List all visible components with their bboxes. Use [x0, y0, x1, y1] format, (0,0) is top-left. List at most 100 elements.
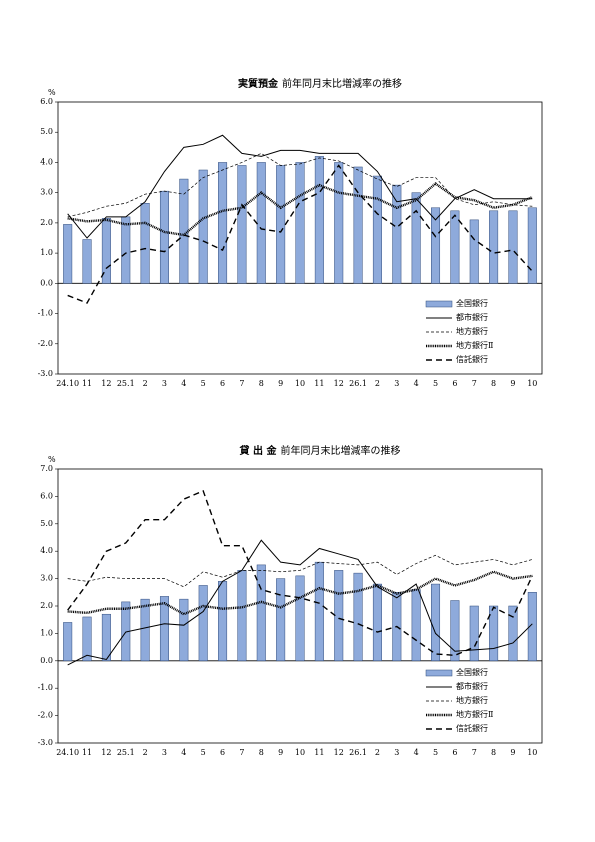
legend-label: 信託銀行 [456, 354, 488, 364]
x-tick-label: 25.1 [117, 379, 135, 388]
x-tick-label: 11 [82, 748, 92, 757]
bar [63, 224, 73, 284]
x-tick-label: 26.1 [349, 379, 367, 388]
bar [82, 239, 92, 284]
bar [431, 207, 441, 284]
legend-label: 全国銀行 [456, 298, 488, 308]
legend-label: 地方銀行Ⅱ [456, 340, 493, 350]
y-tick-label: 7.0 [40, 464, 53, 473]
line [67, 539, 533, 666]
line [67, 134, 533, 239]
legend-swatch [425, 300, 453, 308]
bar [198, 169, 208, 284]
title-main: 貸 出 金 [239, 444, 278, 457]
bar [276, 578, 286, 662]
x-tick-label: 6 [452, 748, 457, 757]
y-tick-label: -2.0 [38, 339, 53, 348]
y-tick-label: 2.0 [40, 601, 53, 610]
x-tick-label: 7 [239, 379, 244, 388]
bar [256, 162, 266, 284]
x-tick-label: 8 [259, 748, 264, 757]
legend-label: 全国銀行 [456, 667, 488, 677]
bar [334, 570, 344, 662]
bar [411, 192, 421, 284]
x-tick-label: 9 [510, 748, 515, 757]
y-tick-label: 0.0 [40, 278, 53, 287]
chart-title: 貸 出 金前年同月末比増減率の推移 [239, 444, 401, 457]
y-tick-label: 3.0 [40, 188, 53, 197]
y-tick-label: 6.0 [40, 491, 53, 500]
x-tick-label: 3 [162, 379, 167, 388]
x-tick-label: 10 [295, 748, 305, 757]
line [67, 182, 533, 237]
y-tick-label: 5.0 [40, 127, 53, 136]
x-tick-label: 5 [433, 379, 438, 388]
legend-label: 都市銀行 [456, 681, 488, 691]
bar [237, 570, 247, 662]
bar [140, 202, 150, 284]
bar [508, 605, 518, 662]
line [67, 554, 533, 588]
y-tick-label: -2.0 [38, 711, 53, 720]
x-tick-label: 11 [82, 379, 92, 388]
bar [489, 605, 499, 662]
x-tick-label: 4 [181, 379, 186, 388]
x-tick-label: 7 [239, 748, 244, 757]
y-unit: % [48, 455, 56, 464]
bar [140, 598, 150, 662]
x-tick-label: 8 [491, 748, 496, 757]
bar [237, 165, 247, 284]
bar [353, 166, 363, 284]
line [67, 152, 533, 218]
x-tick-label: 9 [278, 379, 283, 388]
title-sub: 前年同月末比増減率の推移 [282, 77, 402, 90]
x-tick-label: 12 [334, 379, 344, 388]
x-tick-label: 2 [143, 379, 148, 388]
y-tick-label: -3.0 [38, 369, 53, 378]
legend-label: 地方銀行 [456, 326, 488, 336]
line [67, 489, 533, 657]
x-tick-label: 12 [334, 748, 344, 757]
x-tick-label: 24.10 [56, 379, 79, 388]
y-tick-label: -1.0 [38, 683, 53, 692]
bar [295, 162, 305, 284]
legend-label: 地方銀行 [456, 695, 488, 705]
bar [527, 592, 537, 662]
bar [450, 210, 460, 284]
legend-swatch [425, 669, 453, 677]
y-tick-label: 0.0 [40, 656, 53, 665]
x-tick-label: 5 [201, 748, 206, 757]
x-tick-label: 25.1 [117, 748, 135, 757]
y-tick-label: -1.0 [38, 309, 53, 318]
bar [489, 210, 499, 284]
y-tick-label: 4.0 [40, 546, 53, 555]
y-tick-label: 1.0 [40, 628, 53, 637]
bar [411, 589, 421, 662]
x-tick-label: 24.10 [56, 748, 79, 757]
bar [63, 622, 73, 662]
bar [314, 156, 324, 284]
y-tick-label: 6.0 [40, 97, 53, 106]
y-tick-label: -3.0 [38, 738, 53, 747]
bar [179, 178, 189, 284]
bar [276, 165, 286, 284]
bar [218, 581, 228, 662]
legend-label: 地方銀行Ⅱ [456, 709, 493, 719]
x-tick-label: 7 [472, 748, 477, 757]
bar [295, 575, 305, 662]
x-tick-label: 3 [162, 748, 167, 757]
title-sub: 前年同月末比増減率の推移 [280, 444, 400, 457]
x-tick-label: 8 [491, 379, 496, 388]
title-main: 実質預金 [238, 77, 279, 90]
x-tick-label: 2 [375, 379, 380, 388]
bar [218, 162, 228, 284]
x-tick-label: 4 [181, 748, 186, 757]
x-tick-label: 4 [414, 748, 419, 757]
bar [256, 564, 266, 662]
x-tick-label: 4 [414, 379, 419, 388]
bar [431, 583, 441, 662]
y-unit: % [48, 88, 56, 97]
x-tick-label: 5 [201, 379, 206, 388]
